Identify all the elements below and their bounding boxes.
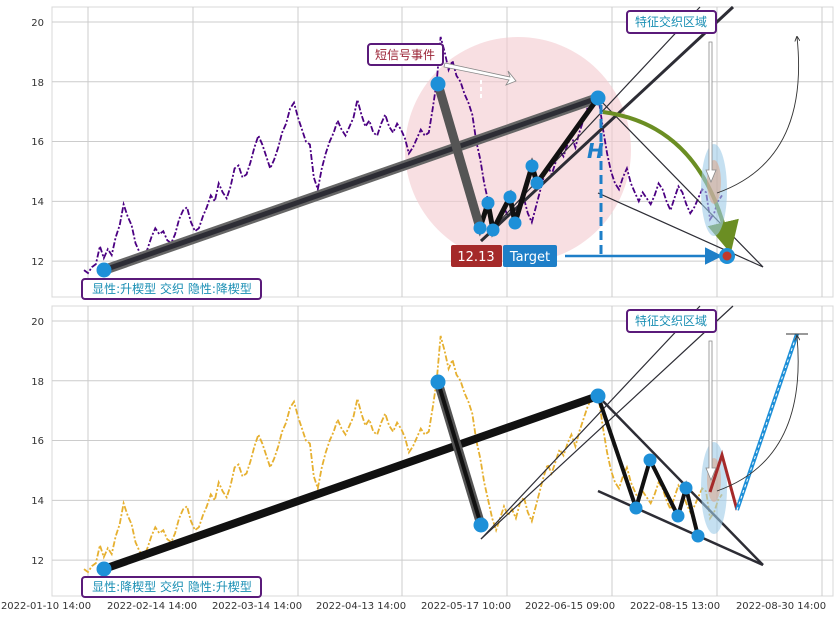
x-tick-label: 2022-08-30 14:00 [736,601,826,612]
pivot-marker[interactable] [691,529,705,543]
event-pointer-arrow [443,62,517,86]
event-callout-label: 短信号事件 [375,48,435,62]
pivot-marker[interactable] [486,223,500,237]
zone-callout-label: 特征交织区域 [635,313,707,328]
pivot-marker[interactable] [525,159,539,173]
wedge-line-upper [597,395,764,566]
y-tick-label: 20 [31,317,44,328]
pattern-callout-label: 显性:降楔型 交织 隐性:升楔型 [92,579,252,594]
x-tick-label: 2022-04-13 14:00 [316,601,406,612]
x-tick-label: 2022-08-15 13:00 [630,601,720,612]
y-tick-label: 18 [31,377,44,388]
zone-callout-box [626,309,717,333]
y-tick-label: 18 [31,78,44,89]
zone-callout-bottom: 特征交织区域 [626,309,717,333]
pattern-callout-top: 显性:升楔型 交织 隐性:降楔型 [81,278,262,300]
pivot-marker[interactable] [629,501,643,515]
channel-line-lower [480,6,701,242]
y-tick-label: 12 [31,556,44,567]
y-tick-label: 16 [31,137,44,148]
pivot-marker[interactable] [430,374,446,390]
x-tick-label: 2022-06-15 09:00 [525,601,615,612]
zigzag-down-leg [433,82,485,230]
y-tick-label: 14 [31,197,44,208]
pattern-callout-label: 显性:升楔型 交织 隐性:降楔型 [92,281,252,296]
zone-callout-box [626,10,717,34]
target-badge-label: Target [509,250,550,265]
target-marker-center [722,251,732,261]
top-panel: 12 14 16 18 20 [31,5,834,300]
zigzag-down-leg-core [436,381,483,526]
zigzag-pattern [596,395,700,537]
top-price-series [83,36,723,275]
y-tick-label: 20 [31,18,44,29]
x-tick-label: 2022-01-10 14:00 [1,601,91,612]
value-badge-box [451,245,502,267]
channel-line-lower [480,305,701,540]
zone-callout-top: 特征交织区域 [626,10,717,34]
pivot-marker[interactable] [590,388,606,404]
projection-zigzag [708,449,739,511]
value-badge-label: 12.13 [457,250,494,265]
pattern-upper-line [100,392,602,573]
pivot-marker[interactable] [503,190,517,204]
zone-curve-arrow [716,336,798,492]
pivot-marker[interactable] [473,221,487,235]
event-callout-box [367,43,444,66]
bottom-y-tick-labels: 12 14 16 18 20 [31,317,44,567]
pivot-marker[interactable] [96,561,112,577]
bottom-grid [52,306,833,596]
pattern-callout-bottom: 显性:降楔型 交织 隐性:升楔型 [81,576,262,598]
y-tick-label: 16 [31,436,44,447]
pivot-marker[interactable] [481,196,495,210]
target-badge-box [503,245,557,267]
x-tick-label: 2022-03-14 14:00 [212,601,302,612]
event-callout: 短信号事件 [367,43,444,66]
pivot-markers [96,76,606,278]
pivot-marker[interactable] [508,216,522,230]
zone-callout-label: 特征交织区域 [635,14,707,29]
top-y-tick-labels: 12 14 16 18 20 [31,18,44,268]
zone-pointer-arrow [705,340,717,482]
pivot-marker[interactable] [679,481,693,495]
pivot-marker[interactable] [430,76,446,92]
y-tick-label: 14 [31,496,44,507]
pivot-marker[interactable] [590,90,606,106]
y-tick-label: 12 [31,257,44,268]
x-tick-labels: 2022-01-10 14:00 2022-02-14 14:00 2022-0… [1,601,826,612]
pivot-markers [96,374,705,577]
wedge-line-lower [597,489,764,567]
event-highlight-circle [405,37,631,263]
x-tick-label: 2022-05-17 10:00 [421,601,511,612]
zone-pointer-arrow [705,41,717,184]
pivot-marker[interactable] [530,176,544,190]
pivot-marker[interactable] [96,262,112,278]
wedge-line-lower [597,192,764,268]
bottom-panel: 12 14 16 18 20 [31,305,834,598]
x-tick-label: 2022-02-14 14:00 [107,601,197,612]
bottom-plot-frame [51,305,834,597]
projection-line-inner [736,333,798,511]
height-label: H [587,139,604,163]
pattern-callout-box [81,576,262,598]
bottom-price-series [83,335,723,574]
pattern-callout-box [81,278,262,300]
value-target-badges: 12.13 Target [451,245,557,267]
zone-curve-arrow [716,37,799,194]
pivot-marker[interactable] [473,517,489,533]
top-plot-frame [51,6,834,298]
pivot-marker[interactable] [671,509,685,523]
pattern-upper-line [101,95,601,273]
pivot-marker[interactable] [643,453,657,467]
